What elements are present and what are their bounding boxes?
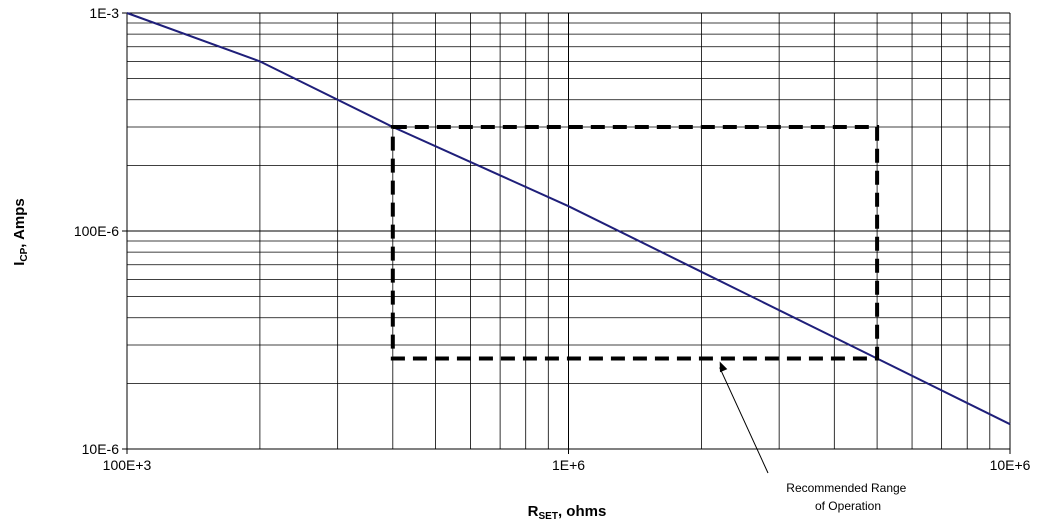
annotation-arrow-line [719, 367, 769, 474]
recommended-range-region [390, 124, 880, 361]
y-tick-label: 1E-3 [89, 5, 119, 21]
major-gridlines [122, 12, 1011, 454]
recommended-range-box [390, 124, 880, 361]
annotation-arrow-head [719, 361, 728, 373]
x-tick-label: 10E+6 [990, 457, 1031, 473]
x-tick-label: 1E+6 [552, 457, 585, 473]
y-tick-label: 100E-6 [74, 223, 119, 239]
y-axis-title: ICP, Amps [11, 198, 30, 266]
x-tick-labels: 100E+3 1E+6 10E+6 [103, 457, 1031, 473]
y-tick-label: 10E-6 [82, 441, 120, 457]
annotation-layer [719, 361, 769, 474]
annotation-text: Recommended Range of Operation [786, 481, 909, 513]
x-tick-label: 100E+3 [103, 457, 152, 473]
y-tick-labels: 1E-3 100E-6 10E-6 [74, 5, 119, 457]
x-axis-title: RSET, ohms [528, 503, 607, 522]
